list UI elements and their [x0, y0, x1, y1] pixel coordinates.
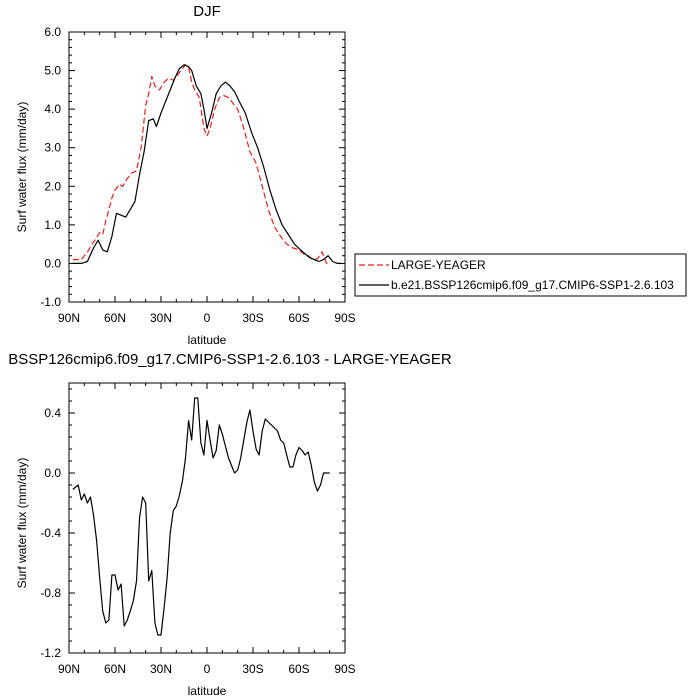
top-chart-y-tick-label: 0.0	[44, 256, 61, 270]
legend-label-large-yeager: LARGE-YEAGER	[391, 258, 486, 272]
top-chart-x-tick-label: 60N	[104, 311, 126, 325]
top-chart-series-line-0	[72, 64, 330, 264]
top-chart-x-tick-label: 30S	[242, 311, 263, 325]
bottom-chart-y-axis-label: Surf water flux (mm/day)	[15, 458, 29, 589]
top-chart-y-tick-label: 4.0	[44, 102, 61, 116]
bottom-chart-x-tick-label: 90S	[334, 662, 355, 676]
bottom-chart-x-tick-label: 90N	[58, 662, 80, 676]
top-chart-x-tick-label: 60S	[288, 311, 309, 325]
bottom-chart-x-tick-label: 60S	[288, 662, 309, 676]
bottom-chart-plot-area: 90N 60N 30N 0 30S 60S 90S -1.2 -0.8 -0.4 0.0 0.4	[40, 382, 356, 676]
top-chart-y-tick-label: 1.0	[44, 218, 61, 232]
bottom-chart-y-tick-label: 0.4	[44, 406, 61, 420]
top-chart-x-tick-label: 90S	[334, 311, 355, 325]
bottom-chart-y-tick-label: 0.0	[44, 466, 61, 480]
bottom-chart-x-axis-label: latitude	[188, 684, 227, 698]
bottom-chart-x-tick-label: 30S	[242, 662, 263, 676]
bottom-chart-y-tick-label: -1.2	[40, 646, 61, 660]
top-chart-plot-area: 90N 60N 30N 0 30S 60S 90S -1.0 0.0 1.0 2.0 3.0 4.0 5.…	[40, 25, 355, 325]
top-chart-y-tick-label: 5.0	[44, 64, 61, 78]
top-chart: DJF 90N 60N 30N 0 30S 60S 90S -1.0 0.0 1.0 2.0 3.0 4…	[15, 3, 356, 347]
bottom-chart-series-line-0	[72, 397, 330, 636]
bottom-chart-x-tick-label: 0	[204, 662, 211, 676]
top-chart-y-tick-label: 3.0	[44, 141, 61, 155]
legend: LARGE-YEAGER b.e21.BSSP126cmip6.f09_g17.…	[354, 253, 687, 297]
legend-box	[354, 253, 687, 297]
top-chart-y-tick-label: 2.0	[44, 179, 61, 193]
bottom-chart-y-tick-label: -0.8	[40, 586, 61, 600]
top-chart-x-tick-label: 0	[204, 311, 211, 325]
top-chart-title: DJF	[193, 3, 221, 20]
bottom-chart-y-tick-label: -0.4	[40, 526, 61, 540]
top-chart-series-line-1	[72, 64, 342, 264]
top-chart-y-tick-label: -1.0	[40, 295, 61, 309]
bottom-chart-x-tick-label: 30N	[150, 662, 172, 676]
top-chart-frame	[68, 31, 346, 303]
top-chart-x-axis-label: latitude	[188, 333, 227, 347]
bottom-chart-x-tick-label: 60N	[104, 662, 126, 676]
top-chart-y-tick-label: 6.0	[44, 25, 61, 39]
top-chart-x-tick-label: 90N	[58, 311, 80, 325]
top-chart-x-tick-label: 30N	[150, 311, 172, 325]
legend-label-bssp126: b.e21.BSSP126cmip6.f09_g17.CMIP6-SSP1-2.…	[391, 278, 674, 292]
top-chart-y-axis-label: Surf water flux (mm/day)	[15, 102, 29, 233]
bottom-chart-title: BSSP126cmip6.f09_g17.CMIP6-SSP1-2.6.103 …	[8, 351, 452, 368]
bottom-chart: BSSP126cmip6.f09_g17.CMIP6-SSP1-2.6.103 …	[8, 351, 452, 698]
